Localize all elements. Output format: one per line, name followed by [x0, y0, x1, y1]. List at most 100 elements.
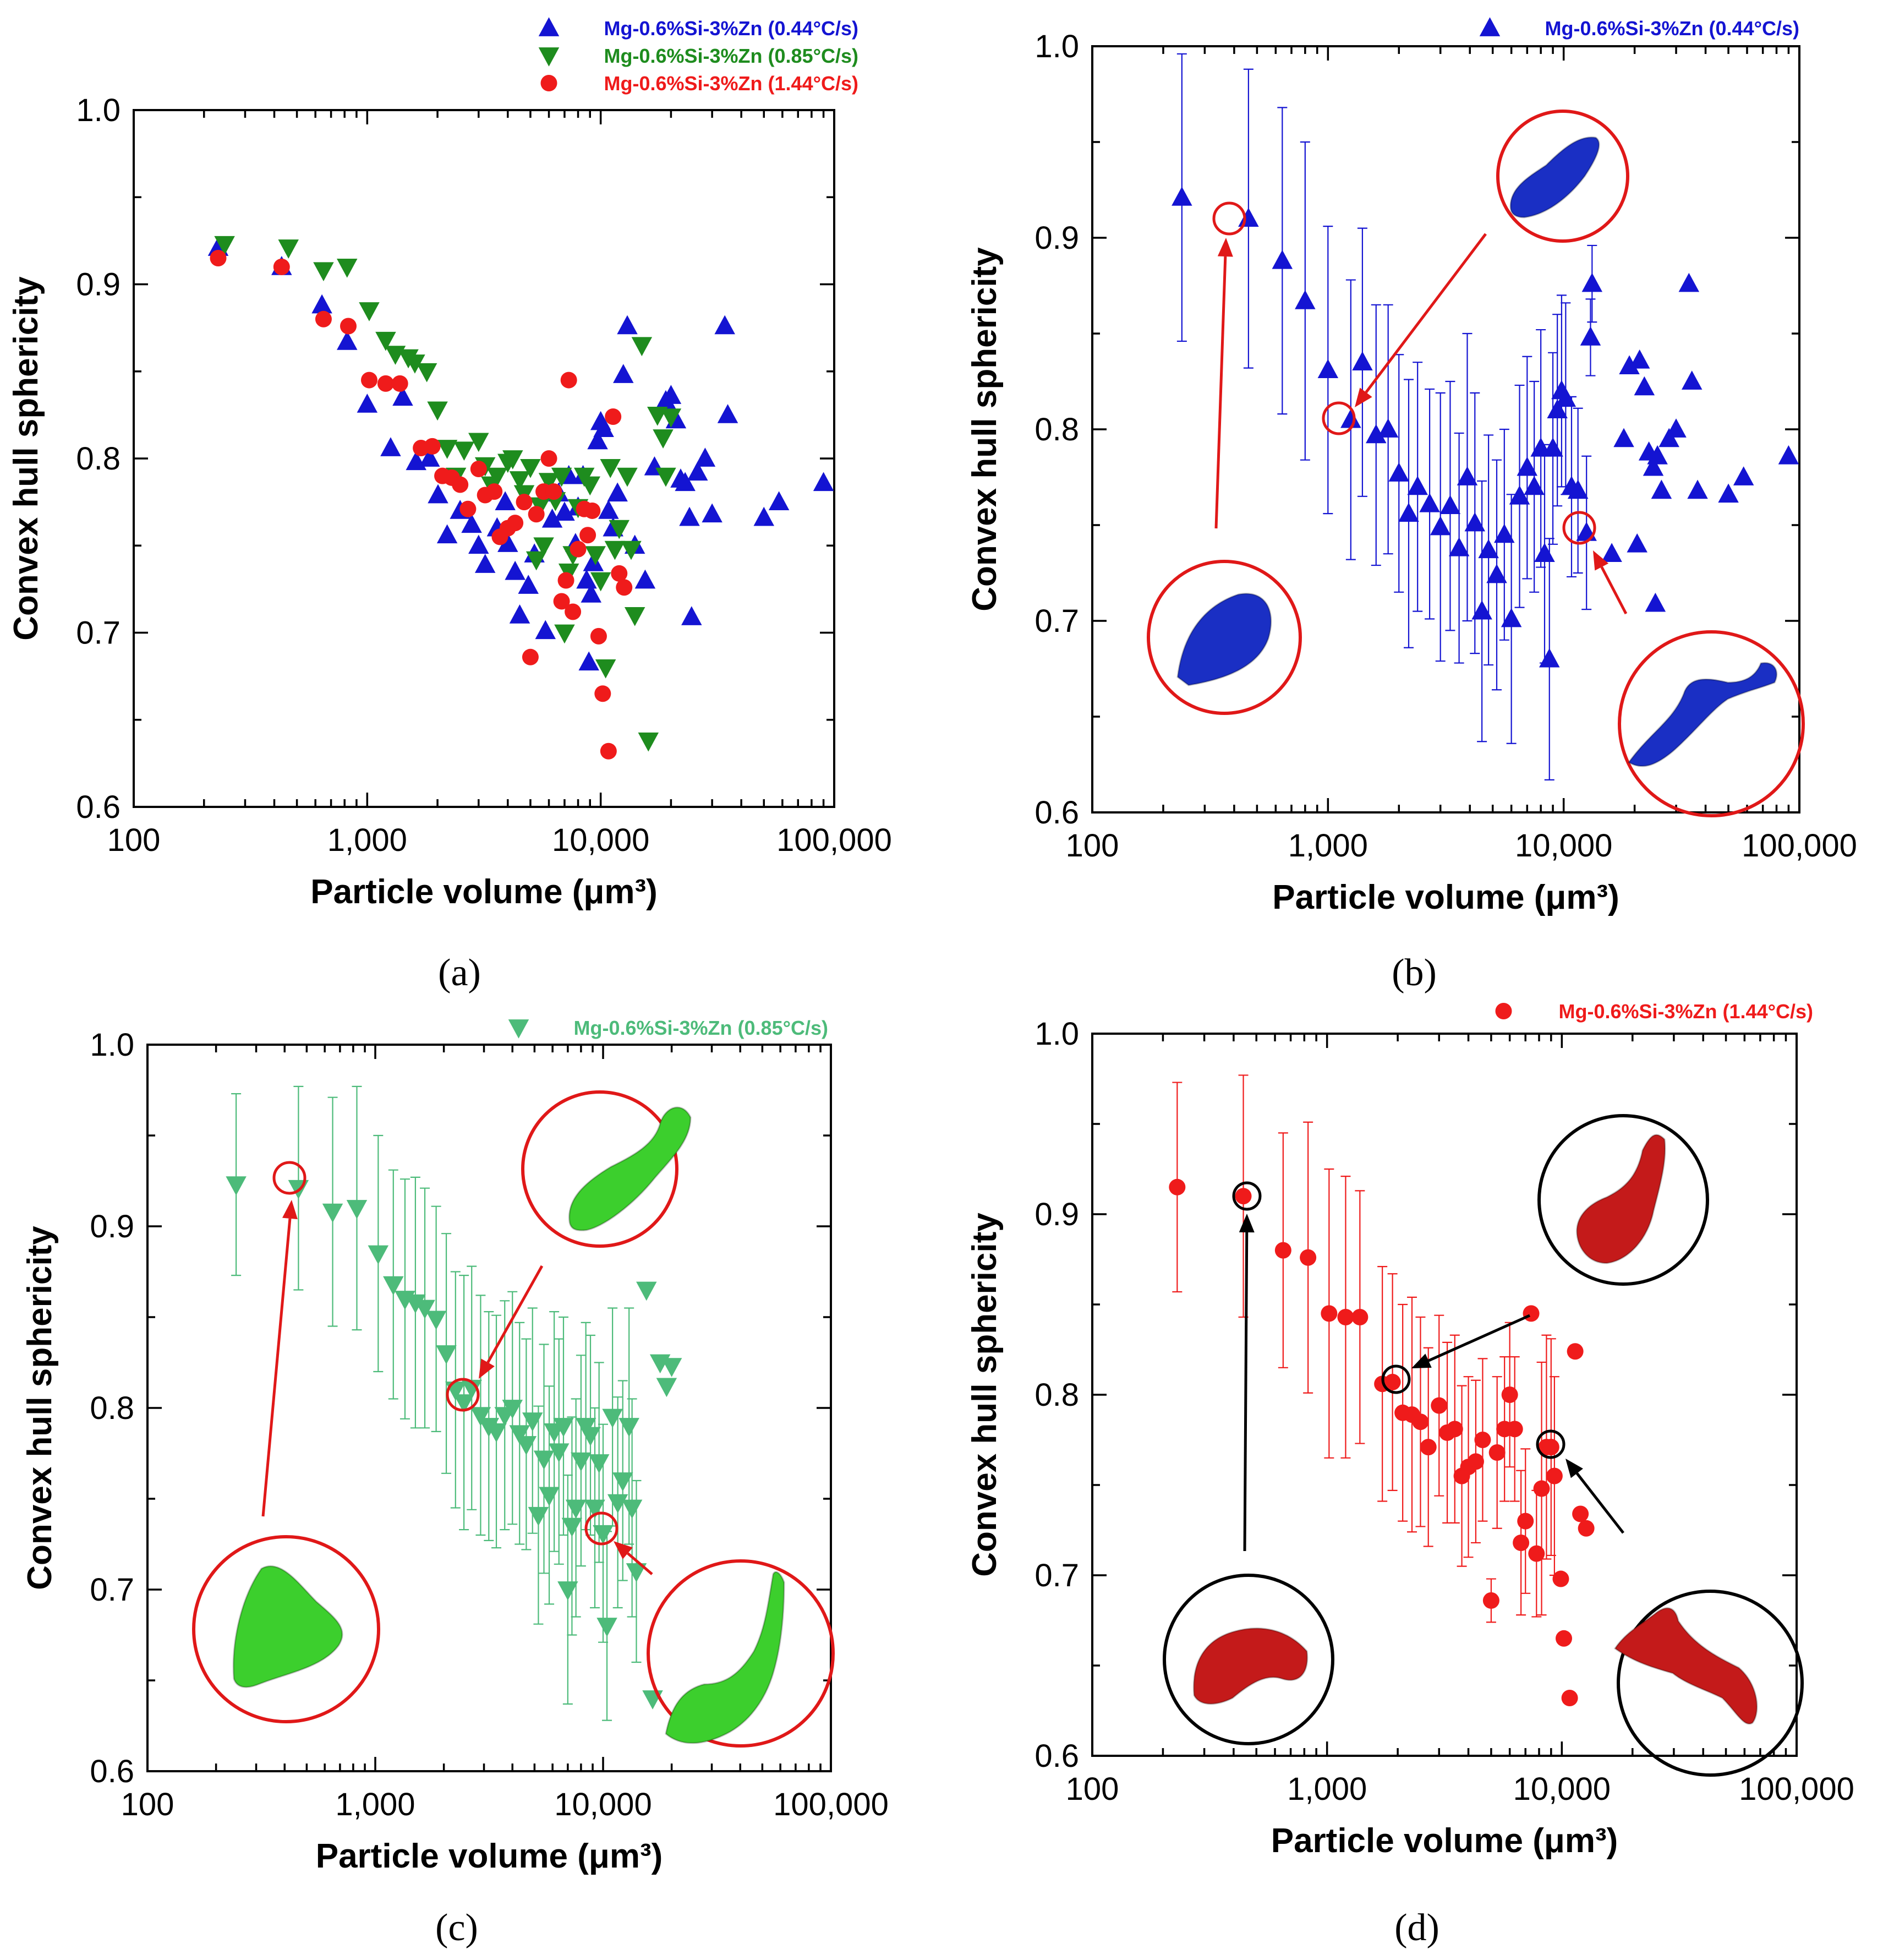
data-point	[520, 458, 541, 478]
y-axis-title: Convex hull sphericity	[966, 247, 1004, 612]
data-point	[528, 506, 545, 523]
data-point	[1528, 1545, 1545, 1562]
inset-circle	[521, 1090, 678, 1248]
data-point	[1419, 493, 1440, 512]
data-point	[584, 502, 601, 519]
x-tick-label: 100,000	[1739, 1771, 1854, 1807]
data-point	[617, 315, 638, 335]
x-tick-label: 100,000	[1742, 828, 1857, 864]
data-point	[624, 607, 645, 626]
y-tick-label: 0.6	[1034, 795, 1079, 831]
inset-circle	[1618, 630, 1805, 817]
legend-marker	[1495, 1003, 1512, 1019]
data-point	[1272, 249, 1293, 269]
x-tick-label: 100,000	[776, 822, 892, 858]
data-point	[576, 569, 597, 589]
x-tick-label: 100	[1066, 1771, 1119, 1807]
x-tick-label: 1,000	[1287, 1771, 1367, 1807]
data-point	[813, 472, 834, 492]
legend-label: Mg-0.6%Si-3%Zn (0.85°C/s)	[604, 45, 859, 67]
data-point	[753, 506, 775, 526]
data-point	[590, 572, 611, 592]
inset-circle	[192, 1535, 380, 1723]
data-point	[468, 534, 489, 554]
x-tick-label: 10,000	[1513, 1771, 1611, 1807]
data-point	[502, 450, 523, 469]
data-point	[516, 494, 533, 511]
data-point	[1681, 370, 1703, 390]
data-point	[593, 418, 614, 438]
legend-marker	[538, 17, 560, 36]
data-point	[522, 1412, 543, 1432]
data-point	[516, 1436, 537, 1455]
data-point	[1478, 539, 1499, 559]
data-point	[1524, 476, 1545, 495]
data-point	[1567, 1343, 1584, 1360]
particle-shape	[1176, 593, 1272, 686]
data-point	[377, 375, 394, 392]
arrow	[1239, 1214, 1255, 1552]
data-point	[1556, 1630, 1573, 1647]
highlight-ring	[1212, 201, 1246, 236]
data-point	[541, 508, 563, 528]
data-point	[539, 1487, 560, 1506]
data-point	[1567, 479, 1589, 499]
x-axis-title: Particle volume (μm³)	[310, 873, 658, 911]
data-point	[551, 467, 572, 487]
data-point	[545, 483, 562, 500]
x-tick-label: 10,000	[554, 1787, 652, 1822]
data-point	[486, 483, 503, 500]
panel-a: 100 1,000 10,000 100,000 0.6 0.7 0.8 0.9 1.0 Part…	[7, 17, 892, 994]
particle-shape	[1509, 136, 1600, 219]
data-point	[502, 1400, 523, 1419]
data-point	[1321, 1305, 1338, 1322]
data-point	[554, 501, 575, 521]
data-point	[497, 533, 518, 552]
y-tick-label: 0.7	[1034, 1558, 1079, 1593]
panel-b: 100 1,000 10,000 100,000 0.6 0.7 0.8 0.9 1.0 Part…	[966, 17, 1857, 994]
data-point	[322, 1203, 343, 1223]
data-point	[768, 491, 790, 510]
data-point	[1488, 1444, 1506, 1461]
data-point	[214, 236, 235, 255]
data-point	[604, 540, 626, 560]
data-point	[507, 515, 524, 532]
inset-circle	[1496, 110, 1629, 243]
highlight-ring	[1536, 1429, 1565, 1459]
data-point	[278, 239, 299, 259]
data-point	[1647, 445, 1668, 465]
data-point	[1448, 537, 1470, 556]
data-point	[636, 1281, 657, 1301]
data-point	[617, 467, 638, 487]
data-point	[590, 627, 607, 645]
y-tick-label: 0.8	[1034, 412, 1079, 447]
data-point	[1457, 466, 1478, 485]
data-point	[1172, 187, 1192, 206]
y-axis-title: Convex hull sphericity	[7, 276, 45, 641]
data-point	[535, 620, 556, 640]
data-point	[427, 401, 448, 421]
highlight-ring	[1562, 511, 1596, 545]
data-point	[1627, 533, 1647, 553]
data-point	[1645, 592, 1666, 612]
data-point	[1340, 408, 1361, 428]
data-point	[1384, 1374, 1401, 1391]
particle-shape	[232, 1565, 343, 1688]
x-axis-title: Particle volume (μm³)	[1271, 1822, 1618, 1860]
data-point	[526, 551, 547, 571]
data-point	[1467, 1453, 1484, 1470]
y-tick-label: 0.6	[1034, 1738, 1079, 1774]
data-point	[1629, 349, 1650, 369]
y-tick-label: 0.8	[1034, 1377, 1079, 1413]
data-point	[593, 1525, 614, 1544]
data-point	[486, 1423, 507, 1443]
particle-shape	[1627, 662, 1778, 767]
data-point	[416, 363, 437, 383]
data-point	[1555, 387, 1577, 407]
data-point	[1517, 456, 1538, 476]
data-point	[612, 1472, 633, 1492]
data-point	[585, 546, 606, 565]
data-point	[528, 1506, 549, 1526]
legend-label: Mg-0.6%Si-3%Zn (0.44°C/s)	[1545, 17, 1800, 40]
data-point	[1546, 1467, 1563, 1484]
